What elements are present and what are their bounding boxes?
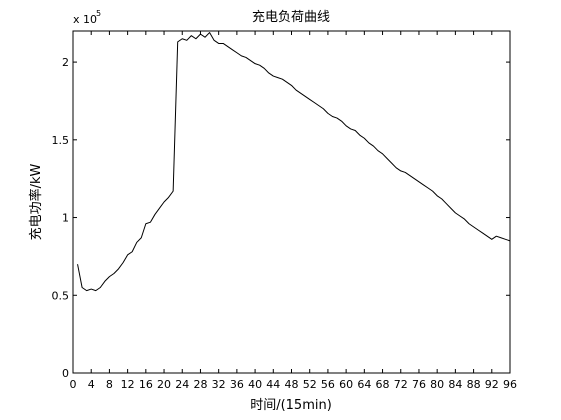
series-line [77, 32, 511, 292]
x-tick-label: 48 [285, 378, 299, 391]
x-tick-label: 44 [266, 378, 280, 391]
x-tick-label: 52 [303, 378, 317, 391]
y-tick-label: 1 [62, 212, 69, 225]
x-tick-label: 8 [106, 378, 113, 391]
y-scale-exponent: 5 [96, 9, 101, 18]
x-tick-label: 60 [339, 378, 353, 391]
x-tick-label: 4 [88, 378, 95, 391]
x-tick-label: 80 [430, 378, 444, 391]
axes-box [72, 30, 511, 374]
x-tick-label: 24 [175, 378, 189, 391]
x-tick-label: 92 [485, 378, 499, 391]
x-tick-label: 0 [70, 378, 77, 391]
x-tick-label: 16 [139, 378, 153, 391]
plot-area [73, 31, 510, 373]
y-tick-label: 1.5 [52, 134, 70, 147]
x-tick-label: 96 [503, 378, 517, 391]
x-tick-label: 12 [121, 378, 135, 391]
x-tick-label: 36 [230, 378, 244, 391]
labels-layer: 0 4 8 12 16 20 24 28 32 36 40 44 48 52 56 60 64 68 72 76 80 8… [52, 56, 518, 391]
x-tick-label: 76 [412, 378, 426, 391]
x-tick-label: 88 [467, 378, 481, 391]
x-tick-label: 64 [357, 378, 371, 391]
x-tick-label: 32 [212, 378, 226, 391]
x-tick-label: 56 [321, 378, 335, 391]
ticks-layer [72, 31, 511, 374]
x-tick-label: 40 [248, 378, 262, 391]
x-tick-label: 20 [157, 378, 171, 391]
chart-title: 充电负荷曲线 [252, 9, 330, 25]
y-tick-label: 0 [62, 367, 69, 380]
x-axis-label: 时间/(15min) [250, 398, 332, 413]
x-tick-label: 84 [448, 378, 462, 391]
y-axis-label: 充电功率/kW [28, 163, 44, 240]
y-tick-label: 0.5 [52, 289, 70, 302]
x-tick-label: 28 [193, 378, 207, 391]
series-layer [77, 32, 511, 292]
y-tick-label: 2 [62, 56, 69, 69]
x-tick-label: 72 [394, 378, 408, 391]
y-scale-base: x 10 [73, 13, 97, 26]
x-tick-label: 68 [376, 378, 390, 391]
